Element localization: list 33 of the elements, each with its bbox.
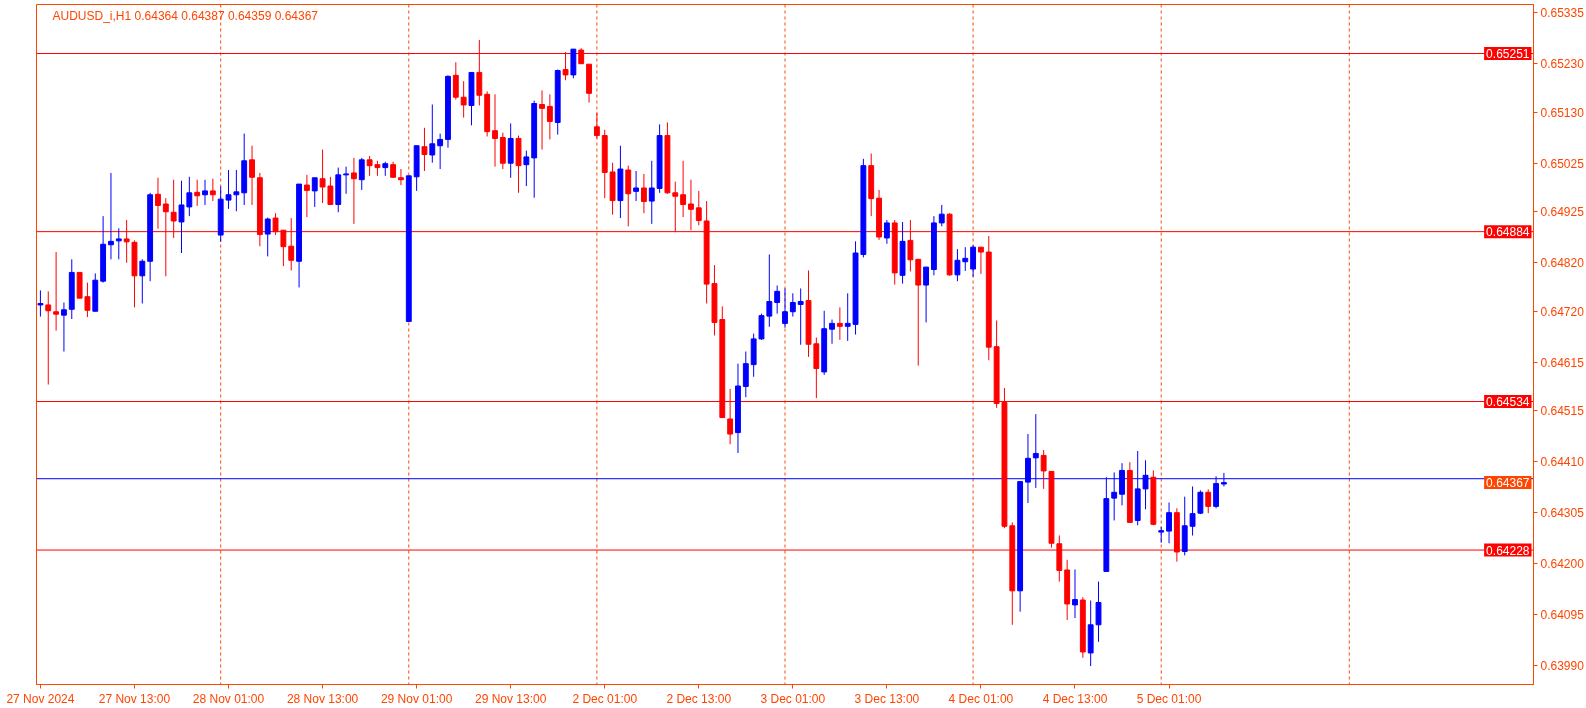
y-tick-label: 0.63990 (1540, 659, 1585, 674)
x-tick-label: 28 Nov 01:00 (192, 691, 265, 706)
y-tick-label: 0.64095 (1540, 608, 1585, 623)
x-tick-label: 28 Nov 13:00 (286, 691, 359, 706)
y-tick-label: 0.64305 (1540, 506, 1585, 521)
chart-title: AUDUSD_i,H1 0.64364 0.64387 0.64359 0.64367 (52, 8, 319, 23)
x-tick-label: 3 Dec 01:00 (760, 691, 826, 706)
x-tick-label: 2 Dec 01:00 (572, 691, 638, 706)
x-tick-label: 4 Dec 13:00 (1042, 691, 1108, 706)
ref-line-label: 0.64884 (1486, 225, 1530, 240)
x-tick-label: 29 Nov 01:00 (380, 691, 453, 706)
x-tick-label: 27 Nov 13:00 (98, 691, 171, 706)
annotation: 0.64367 (1486, 476, 1530, 491)
y-tick-label: 0.65025 (1540, 156, 1585, 171)
x-tick-label: 4 Dec 01:00 (948, 691, 1014, 706)
y-tick-label: 0.64615 (1540, 355, 1585, 370)
y-tick-label: 0.64200 (1540, 557, 1585, 572)
x-tick-label: 5 Dec 01:00 (1136, 691, 1202, 706)
ref-line-label: 0.65251 (1486, 47, 1530, 62)
y-tick-label: 0.64515 (1540, 404, 1585, 419)
x-tick-label: 3 Dec 13:00 (854, 691, 920, 706)
y-tick-label: 0.65230 (1540, 57, 1585, 72)
x-tick-label: 2 Dec 13:00 (666, 691, 732, 706)
x-tick-label: 29 Nov 13:00 (474, 691, 547, 706)
ref-line-label: 0.64228 (1486, 543, 1530, 558)
y-tick-label: 0.64925 (1540, 205, 1585, 220)
y-tick-label: 0.64410 (1540, 455, 1585, 470)
ref-line-label: 0.64534 (1486, 395, 1530, 410)
y-tick-label: 0.65130 (1540, 105, 1585, 120)
y-tick-label: 0.64820 (1540, 256, 1585, 271)
x-tick-label: 27 Nov 2024 (6, 691, 75, 706)
y-tick-label: 0.65335 (1540, 6, 1585, 21)
y-tick-label: 0.64720 (1540, 304, 1585, 319)
